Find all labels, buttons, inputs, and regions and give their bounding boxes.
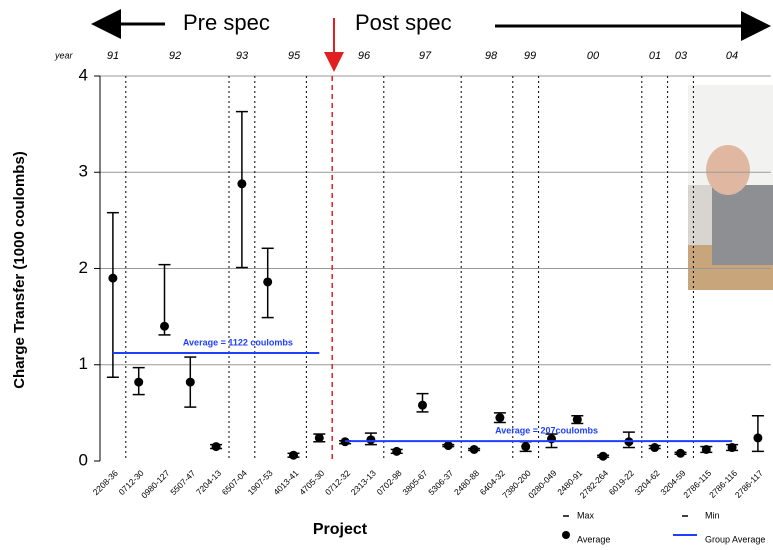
average-dot [443, 441, 453, 451]
x-tick-label: 0702-98 [375, 468, 404, 497]
x-tick-label: 1907-53 [246, 468, 275, 497]
legend-average [562, 531, 570, 539]
average-dot [211, 442, 221, 452]
year-label: 98 [485, 50, 498, 62]
y-tick-label: 0 [79, 450, 88, 469]
photo [688, 85, 773, 290]
legend-label: Average [577, 534, 610, 544]
post-spec: Post spec [355, 10, 452, 35]
year-label: 04 [726, 50, 738, 62]
year-title: year [54, 50, 74, 60]
x-tick-label: 6019-22 [607, 468, 636, 497]
y-axis-label: Charge Transfer (1000 coulombs) [11, 151, 28, 389]
average-dot [572, 415, 582, 425]
average-dot [237, 179, 247, 189]
average-dot [676, 448, 685, 458]
average-dot [753, 433, 763, 443]
year-label: 97 [419, 50, 432, 62]
average-dot [134, 377, 144, 387]
x-tick-label: 5507-47 [168, 468, 197, 497]
average-dot [366, 435, 376, 445]
year-label: 01 [649, 50, 661, 62]
legend-label: Min [705, 510, 720, 520]
x-tick-label: 2782-264 [578, 468, 611, 501]
x-tick-label: 2786-117 [733, 468, 765, 500]
average-dot [108, 273, 118, 283]
group-average-label: Average = 207coulombs [495, 425, 598, 435]
x-tick-label: 0712-32 [323, 468, 352, 497]
x-tick-label: 6507-04 [220, 468, 249, 497]
average-dot [701, 444, 711, 454]
x-tick-label: 7204-13 [194, 468, 223, 497]
x-tick-label: 4013-41 [271, 468, 300, 497]
average-dot [160, 321, 169, 331]
year-label: 00 [587, 50, 600, 62]
average-dot [598, 451, 608, 461]
x-tick-label: 0980-127 [139, 468, 172, 501]
y-tick-label: 1 [79, 354, 88, 373]
year-label: 03 [675, 50, 688, 62]
year-label: 95 [288, 50, 301, 62]
average-dot [727, 443, 737, 453]
average-dot [495, 413, 505, 423]
y-tick-label: 4 [79, 65, 88, 84]
year-label: 92 [169, 50, 181, 62]
x-tick-label: 3204-62 [633, 468, 662, 497]
average-dot [469, 444, 479, 454]
average-dot [418, 400, 427, 410]
x-tick-label: 0280-049 [526, 468, 559, 501]
y-tick-label: 2 [79, 258, 88, 277]
pre-spec: Pre spec [183, 10, 270, 35]
x-tick-label: 2208-36 [91, 468, 120, 497]
year-label: 91 [107, 50, 119, 62]
legend-label: Max [577, 510, 595, 520]
x-tick-label: 3805-67 [400, 468, 429, 497]
year-label: 99 [524, 50, 536, 62]
average-dot [521, 442, 531, 452]
average-dot [185, 377, 195, 387]
average-dot [314, 433, 324, 443]
y-tick-label: 3 [79, 162, 88, 181]
x-tick-label: 2313-13 [349, 468, 378, 497]
group-average-label: Average = 1122 coulombs [183, 337, 293, 347]
year-label: 96 [358, 50, 371, 62]
average-dot [650, 443, 660, 453]
average-dot [289, 450, 298, 460]
x-tick-label: 5306-37 [426, 468, 455, 497]
year-label: 93 [236, 50, 249, 62]
average-dot [263, 277, 273, 287]
x-tick-label: 2480-88 [452, 468, 481, 497]
x-tick-label: 4705-30 [297, 468, 326, 497]
legend-label: Group Average [705, 534, 765, 544]
average-dot [392, 446, 402, 456]
x-axis-label: Project [313, 521, 368, 538]
